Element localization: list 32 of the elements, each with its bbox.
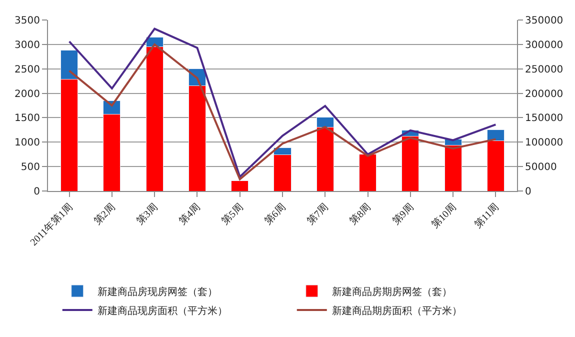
bar bbox=[359, 154, 377, 191]
y-tick-label: 3000 bbox=[14, 40, 40, 51]
x-tick-label: 第10周 bbox=[429, 201, 459, 231]
x-tick-label: 第11周 bbox=[472, 201, 502, 231]
y2-tick-label: 350000 bbox=[525, 16, 564, 26]
y2-tick-label: 50000 bbox=[525, 162, 557, 174]
y-tick-label: 1000 bbox=[14, 138, 40, 149]
legend-label: 新建商品房现房网签（套） bbox=[97, 286, 218, 298]
y2-tick-label: 0 bbox=[525, 186, 532, 198]
x-tick-label: 第2周 bbox=[91, 201, 118, 228]
y2-tick-label: 300000 bbox=[525, 40, 564, 51]
y-tick-label: 3500 bbox=[14, 16, 40, 26]
legend-label: 新建商品房期房网签（套） bbox=[332, 286, 452, 298]
x-tick-label: 第6周 bbox=[262, 201, 288, 228]
y2-tick-label: 200000 bbox=[525, 88, 564, 100]
x-tick-label: 第3周 bbox=[134, 201, 160, 228]
legend-label: 新建商品现房面积（平方米） bbox=[97, 304, 228, 317]
x-tick-label: 第5周 bbox=[219, 201, 246, 228]
x-tick-label: 第9周 bbox=[390, 201, 416, 228]
y2-tick-label: 250000 bbox=[525, 64, 564, 76]
y2-tick-label: 150000 bbox=[525, 113, 564, 124]
y-tick-label: 0 bbox=[34, 186, 40, 198]
x-tick-label: 第4周 bbox=[176, 201, 203, 228]
y2-tick-label: 100000 bbox=[525, 138, 564, 149]
bar bbox=[231, 180, 249, 191]
x-tick-label: 第7周 bbox=[304, 201, 331, 228]
y-tick-label: 2500 bbox=[14, 64, 40, 76]
legend-label: 新建商品期房面积（平方米） bbox=[332, 304, 462, 317]
y-tick-label: 500 bbox=[20, 162, 40, 174]
x-tick-label: 第8周 bbox=[347, 201, 374, 228]
y-tick-label: 2000 bbox=[14, 88, 40, 100]
y-tick-label: 1500 bbox=[14, 113, 40, 124]
